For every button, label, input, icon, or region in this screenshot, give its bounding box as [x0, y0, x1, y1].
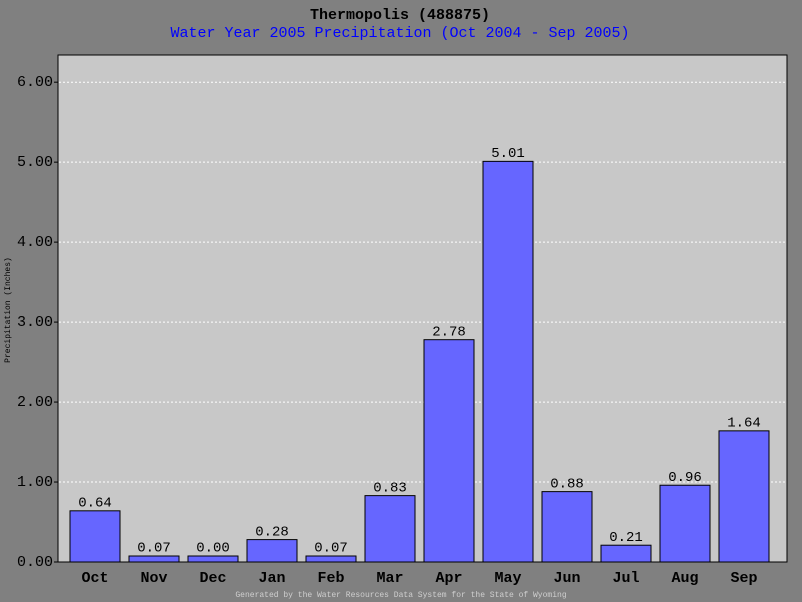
x-tick-label: Dec [199, 570, 226, 587]
data-label: 1.64 [727, 416, 761, 432]
data-label: 0.00 [196, 541, 230, 557]
x-tick-label: Jun [553, 570, 580, 587]
y-tick-label: 6.00 [17, 74, 53, 91]
x-tick-label: Mar [376, 570, 403, 587]
bar [718, 430, 770, 563]
x-tick-label: Jul [612, 570, 639, 587]
data-label: 5.01 [491, 146, 525, 162]
y-tick-label: 0.00 [17, 554, 53, 571]
x-tick-label: Nov [140, 570, 167, 587]
footer: Generated by the Water Resources Data Sy… [235, 591, 566, 600]
x-tick-label: Apr [435, 570, 462, 587]
x-tick-label: May [494, 570, 521, 587]
bar [600, 544, 652, 563]
x-tick-label: Feb [317, 570, 344, 587]
bar [482, 160, 534, 563]
data-label: 0.21 [609, 530, 643, 546]
data-label: 0.07 [137, 541, 171, 557]
bar [541, 491, 593, 563]
y-tick-label: 4.00 [17, 234, 53, 251]
y-tick-label: 5.00 [17, 154, 53, 171]
chart-subtitle: Water Year 2005 Precipitation (Oct 2004 … [170, 25, 629, 42]
x-tick-label: Oct [81, 570, 108, 587]
data-label: 0.07 [314, 541, 348, 557]
y-tick-label: 1.00 [17, 474, 53, 491]
y-axis-label: Precipitation (Inches) [4, 257, 13, 363]
bar [364, 495, 416, 563]
y-tick-label: 3.00 [17, 314, 53, 331]
data-label: 0.88 [550, 476, 584, 492]
data-label: 0.64 [78, 496, 112, 512]
bar [305, 555, 357, 563]
y-tick-label: 2.00 [17, 394, 53, 411]
x-tick-label: Aug [671, 570, 698, 587]
data-label: 2.78 [432, 324, 466, 340]
x-tick-label: Jan [258, 570, 285, 587]
data-label: 0.28 [255, 524, 289, 540]
bar [659, 484, 711, 563]
data-label: 0.83 [373, 480, 407, 496]
bar [423, 339, 475, 563]
bar [69, 510, 121, 563]
chart-title: Thermopolis (488875) [310, 7, 490, 24]
x-tick-label: Sep [730, 570, 757, 587]
plot-area [57, 54, 788, 563]
bar [128, 555, 180, 563]
data-label: 0.96 [668, 470, 702, 486]
bar [246, 539, 298, 563]
bar [187, 555, 239, 563]
